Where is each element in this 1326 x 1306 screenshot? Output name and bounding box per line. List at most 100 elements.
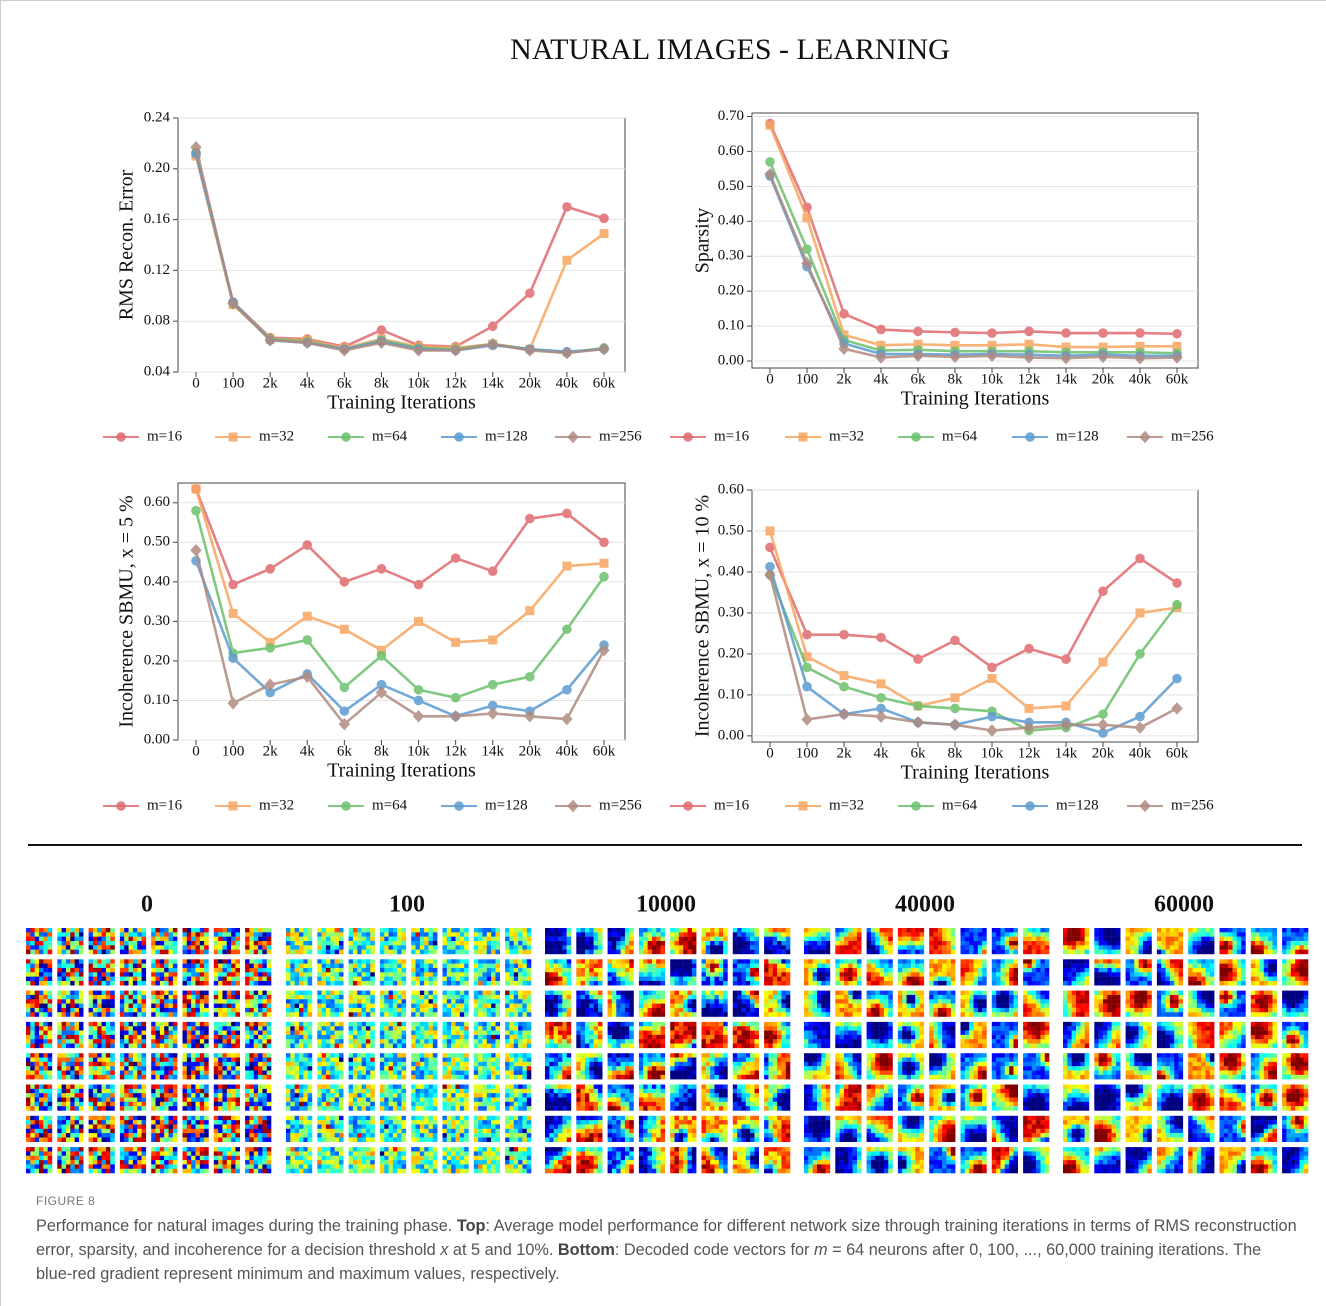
patch-cell xyxy=(97,967,102,973)
patch-cell xyxy=(172,1034,178,1040)
marker xyxy=(913,701,923,711)
patch-cell xyxy=(392,1039,398,1044)
patch-cell xyxy=(119,949,125,955)
patch-cell xyxy=(245,1147,250,1152)
patch-cell xyxy=(218,1043,223,1049)
patch-cell xyxy=(266,1137,272,1142)
patch-cell xyxy=(491,941,496,946)
patch-cell xyxy=(307,1034,313,1040)
patch-cell xyxy=(141,928,147,933)
patch-cell xyxy=(491,1061,496,1067)
patch-cell xyxy=(370,1026,375,1031)
patch-cell xyxy=(105,1043,111,1049)
patch-cell xyxy=(128,990,134,996)
patch-cell xyxy=(415,1120,421,1125)
patch-cell xyxy=(455,1070,461,1076)
patch xyxy=(505,1115,532,1142)
patch-cell xyxy=(388,1124,394,1129)
patch-cell xyxy=(70,1043,75,1049)
patch xyxy=(119,959,147,986)
patch-cell xyxy=(61,1061,67,1067)
patch-cell xyxy=(119,1120,125,1125)
patch-cell xyxy=(294,1030,300,1036)
y-tick-label: 0.20 xyxy=(144,160,170,176)
patch-cell xyxy=(352,932,358,937)
patch-cell xyxy=(249,972,254,977)
patch-cell xyxy=(70,1007,75,1013)
patch-cell xyxy=(61,1168,67,1174)
patch-cell xyxy=(428,949,434,955)
patch-cell xyxy=(266,949,272,955)
patch-cell xyxy=(325,936,331,942)
patch-cell xyxy=(388,959,394,964)
patch-cell xyxy=(505,1003,510,1009)
patch-cell xyxy=(92,1101,98,1107)
patch-cell xyxy=(249,949,254,955)
patch-cell xyxy=(299,932,304,937)
patch-cell xyxy=(495,1101,500,1107)
patch-cell xyxy=(119,980,125,986)
patch-cell xyxy=(191,980,196,986)
patch-cell xyxy=(432,1070,438,1076)
patch-cell xyxy=(105,1097,111,1103)
patch-cell xyxy=(57,990,62,996)
patch-cell xyxy=(172,1133,178,1138)
patch-cell xyxy=(442,1057,448,1063)
patch-cell xyxy=(330,949,335,955)
patch-cell xyxy=(432,1066,438,1071)
patch-cell xyxy=(262,1021,267,1027)
patch-cell xyxy=(30,976,35,982)
patch-cell xyxy=(361,1097,367,1103)
patch-cell xyxy=(151,1088,156,1094)
patch-cell xyxy=(473,1007,479,1013)
patch-cell xyxy=(204,967,209,973)
marker xyxy=(1023,351,1035,364)
patch-cell xyxy=(61,1066,67,1071)
patch-cell xyxy=(464,999,469,1004)
patch-cell xyxy=(155,1133,161,1138)
patch-cell xyxy=(39,1074,44,1080)
patch-cell xyxy=(65,1043,71,1049)
patch-cell xyxy=(491,1026,496,1031)
patch-cell xyxy=(26,1133,31,1138)
x-tick-label: 2k xyxy=(263,743,279,759)
patch-cell xyxy=(321,980,327,986)
patch-cell xyxy=(317,1043,322,1049)
y-tick-label: 0.04 xyxy=(144,363,171,379)
patch-cell xyxy=(473,1039,479,1044)
patch-cell xyxy=(307,1021,313,1027)
patch-cell xyxy=(361,1066,367,1071)
patch-cell xyxy=(253,1137,259,1142)
patch-cell xyxy=(97,980,102,986)
series-line xyxy=(194,488,605,586)
patch-cell xyxy=(137,1057,142,1063)
patch-cell xyxy=(141,972,147,977)
patch-cell xyxy=(428,1039,434,1044)
patch-cell xyxy=(392,1053,398,1058)
patch-cell xyxy=(415,959,421,964)
patch-cell xyxy=(70,1120,75,1125)
patch-cell xyxy=(294,941,300,946)
patch-cell xyxy=(137,963,142,969)
patch-cell xyxy=(78,1151,84,1156)
patch-cell xyxy=(397,1053,402,1058)
patch-cell xyxy=(303,1030,308,1036)
patch-cell xyxy=(92,941,98,946)
patch-cell xyxy=(92,1061,98,1067)
patch-cell xyxy=(74,994,80,1000)
patch-cell xyxy=(334,1057,340,1063)
patch-cell xyxy=(26,1115,31,1121)
series xyxy=(191,484,609,655)
patch-cell xyxy=(172,949,178,955)
patch-cell xyxy=(392,1088,398,1094)
patch-cell xyxy=(392,967,398,973)
patch-cell xyxy=(119,1115,125,1121)
patch-cell xyxy=(88,1007,94,1013)
patch-cell xyxy=(334,1053,340,1058)
patch-cell xyxy=(253,1057,259,1063)
patch-cell xyxy=(392,932,398,937)
patch-cell xyxy=(321,1039,327,1044)
patch-cell xyxy=(191,945,196,950)
patch-cell xyxy=(159,1030,165,1036)
patch-cell xyxy=(235,1155,240,1161)
